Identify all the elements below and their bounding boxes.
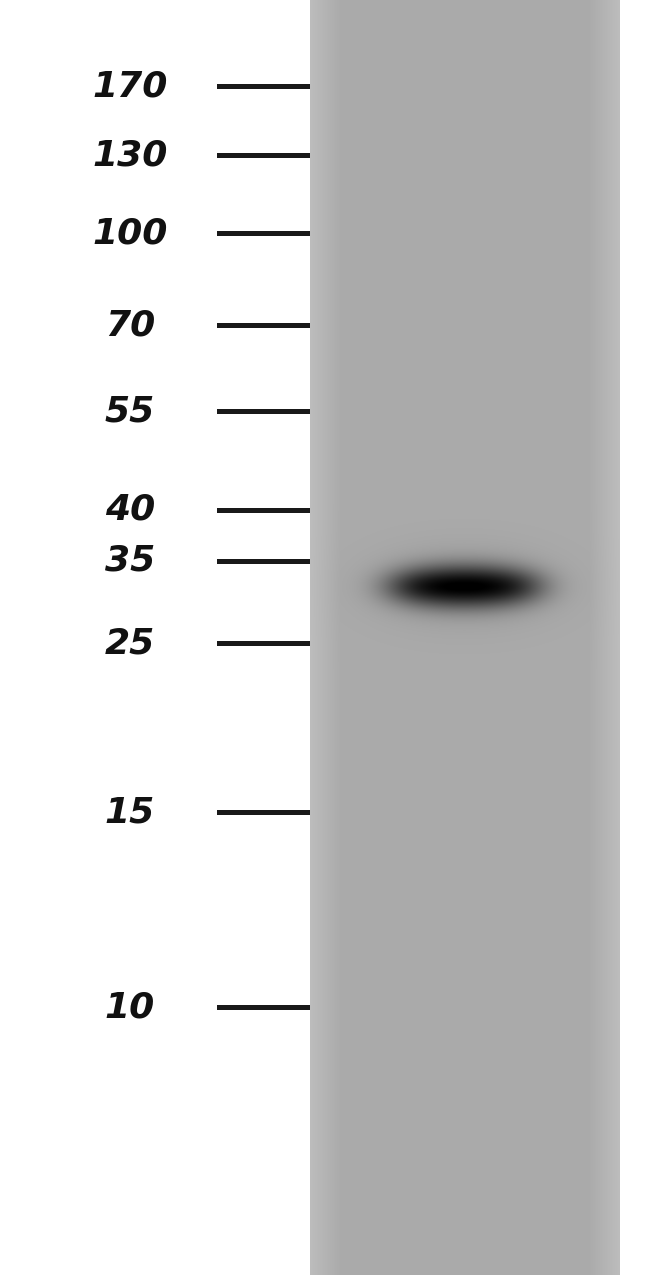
- Text: 15: 15: [105, 796, 155, 829]
- Text: 35: 35: [105, 544, 155, 578]
- Text: 130: 130: [92, 139, 168, 172]
- Text: 70: 70: [105, 309, 155, 342]
- Text: 25: 25: [105, 627, 155, 660]
- Text: 10: 10: [105, 991, 155, 1024]
- Text: 170: 170: [92, 70, 168, 103]
- Text: 55: 55: [105, 395, 155, 428]
- Text: 40: 40: [105, 493, 155, 527]
- Text: 100: 100: [92, 217, 168, 250]
